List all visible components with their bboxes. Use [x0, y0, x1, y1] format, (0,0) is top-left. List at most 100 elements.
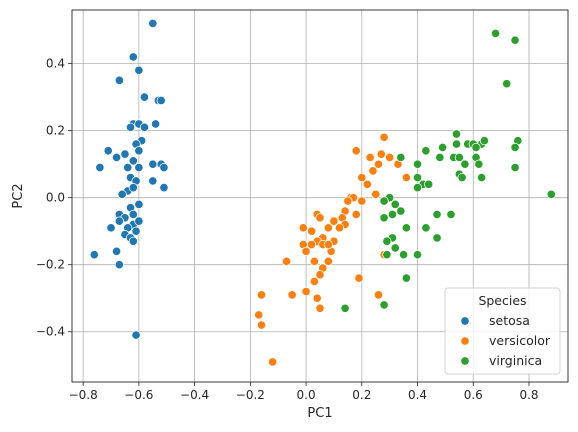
point-virginica — [451, 129, 462, 139]
point-setosa — [128, 236, 138, 246]
point-setosa — [131, 226, 141, 236]
point-setosa — [125, 122, 136, 132]
point-virginica — [396, 206, 406, 216]
point-versicolor — [401, 172, 411, 183]
point-versicolor — [362, 179, 372, 189]
point-versicolor — [343, 196, 353, 206]
point-versicolor — [351, 146, 361, 156]
point-virginica — [435, 152, 445, 163]
y-tick-label: 0.2 — [46, 124, 65, 138]
point-setosa — [159, 162, 169, 173]
point-setosa — [134, 162, 144, 173]
point-setosa — [114, 216, 124, 226]
legend-title: Species — [478, 293, 526, 308]
point-versicolor — [298, 223, 308, 233]
legend: Species setosa versicolor virginica — [444, 287, 561, 375]
point-virginica — [379, 300, 389, 310]
x-tick-label: −0.2 — [236, 388, 265, 402]
point-versicolor — [323, 256, 333, 266]
axis-ticks: −0.8 −0.6 −0.4 −0.2 0.0 0.2 0.4 0.6 0.8 −0.4 −0.2 0… — [36, 57, 539, 402]
point-versicolor — [365, 152, 375, 163]
point-versicolor — [329, 216, 339, 226]
point-virginica — [510, 35, 520, 45]
point-setosa — [128, 156, 138, 166]
y-axis-label: PC2 — [11, 183, 26, 208]
point-setosa — [148, 159, 158, 169]
legend-marker-virginica — [460, 356, 470, 366]
point-virginica — [412, 172, 423, 183]
point-virginica — [340, 303, 350, 313]
point-virginica — [460, 159, 470, 169]
axes-frame — [71, 9, 569, 383]
point-virginica — [412, 183, 423, 193]
point-versicolor — [323, 240, 333, 250]
point-setosa — [134, 216, 144, 226]
point-virginica — [451, 139, 462, 149]
point-virginica — [387, 209, 398, 220]
legend-marker-setosa — [460, 316, 470, 326]
point-versicolor — [315, 213, 325, 223]
point-virginica — [382, 236, 392, 246]
point-setosa — [95, 162, 105, 173]
x-tick-label: 0.8 — [519, 388, 538, 402]
x-tick-label: 0.0 — [297, 388, 316, 402]
point-versicolor — [376, 149, 386, 159]
point-virginica — [474, 159, 484, 169]
point-versicolor — [307, 240, 317, 250]
point-virginica — [432, 209, 442, 220]
grid — [72, 10, 568, 382]
point-versicolor — [354, 273, 364, 283]
point-setosa — [148, 18, 158, 28]
point-setosa — [89, 250, 99, 260]
point-versicolor — [309, 276, 320, 287]
x-tick-label: −0.6 — [124, 388, 153, 402]
y-tick-label: −0.4 — [36, 325, 65, 339]
point-setosa — [128, 209, 138, 220]
x-tick-label: 0.4 — [408, 388, 427, 402]
x-tick-label: −0.8 — [69, 388, 98, 402]
legend-label-virginica: virginica — [489, 353, 542, 368]
point-setosa — [151, 119, 161, 129]
point-virginica — [401, 273, 411, 283]
point-setosa — [103, 146, 113, 156]
data-points — [89, 18, 556, 367]
point-virginica — [510, 142, 520, 152]
point-virginica — [390, 199, 400, 209]
point-virginica — [432, 233, 442, 243]
point-versicolor — [268, 357, 278, 367]
legend-label-versicolor: versicolor — [489, 333, 551, 348]
legend-box — [444, 287, 561, 375]
point-virginica — [438, 142, 448, 152]
point-virginica — [379, 213, 389, 223]
y-tick-label: −0.2 — [36, 258, 65, 272]
point-versicolor — [357, 196, 367, 206]
point-virginica — [502, 79, 512, 89]
point-versicolor — [301, 286, 311, 297]
point-versicolor — [315, 303, 325, 313]
point-setosa — [159, 183, 169, 193]
point-versicolor — [315, 270, 325, 280]
point-virginica — [471, 142, 481, 152]
point-virginica — [446, 209, 456, 220]
point-setosa — [112, 246, 122, 256]
point-virginica — [412, 250, 423, 260]
point-versicolor — [373, 290, 384, 300]
point-versicolor — [312, 293, 322, 303]
point-versicolor — [373, 159, 384, 169]
point-versicolor — [351, 209, 361, 220]
point-setosa — [128, 52, 138, 62]
point-virginica — [382, 250, 392, 260]
point-versicolor — [301, 246, 311, 256]
point-setosa — [134, 65, 144, 75]
legend-marker-versicolor — [460, 336, 470, 346]
point-setosa — [156, 95, 166, 106]
point-versicolor — [254, 310, 264, 320]
point-versicolor — [307, 226, 317, 236]
point-versicolor — [357, 172, 367, 183]
point-setosa — [139, 92, 150, 102]
point-setosa — [106, 223, 116, 233]
point-versicolor — [379, 132, 389, 142]
point-versicolor — [385, 152, 395, 163]
point-virginica — [401, 223, 411, 233]
point-virginica — [421, 223, 431, 233]
